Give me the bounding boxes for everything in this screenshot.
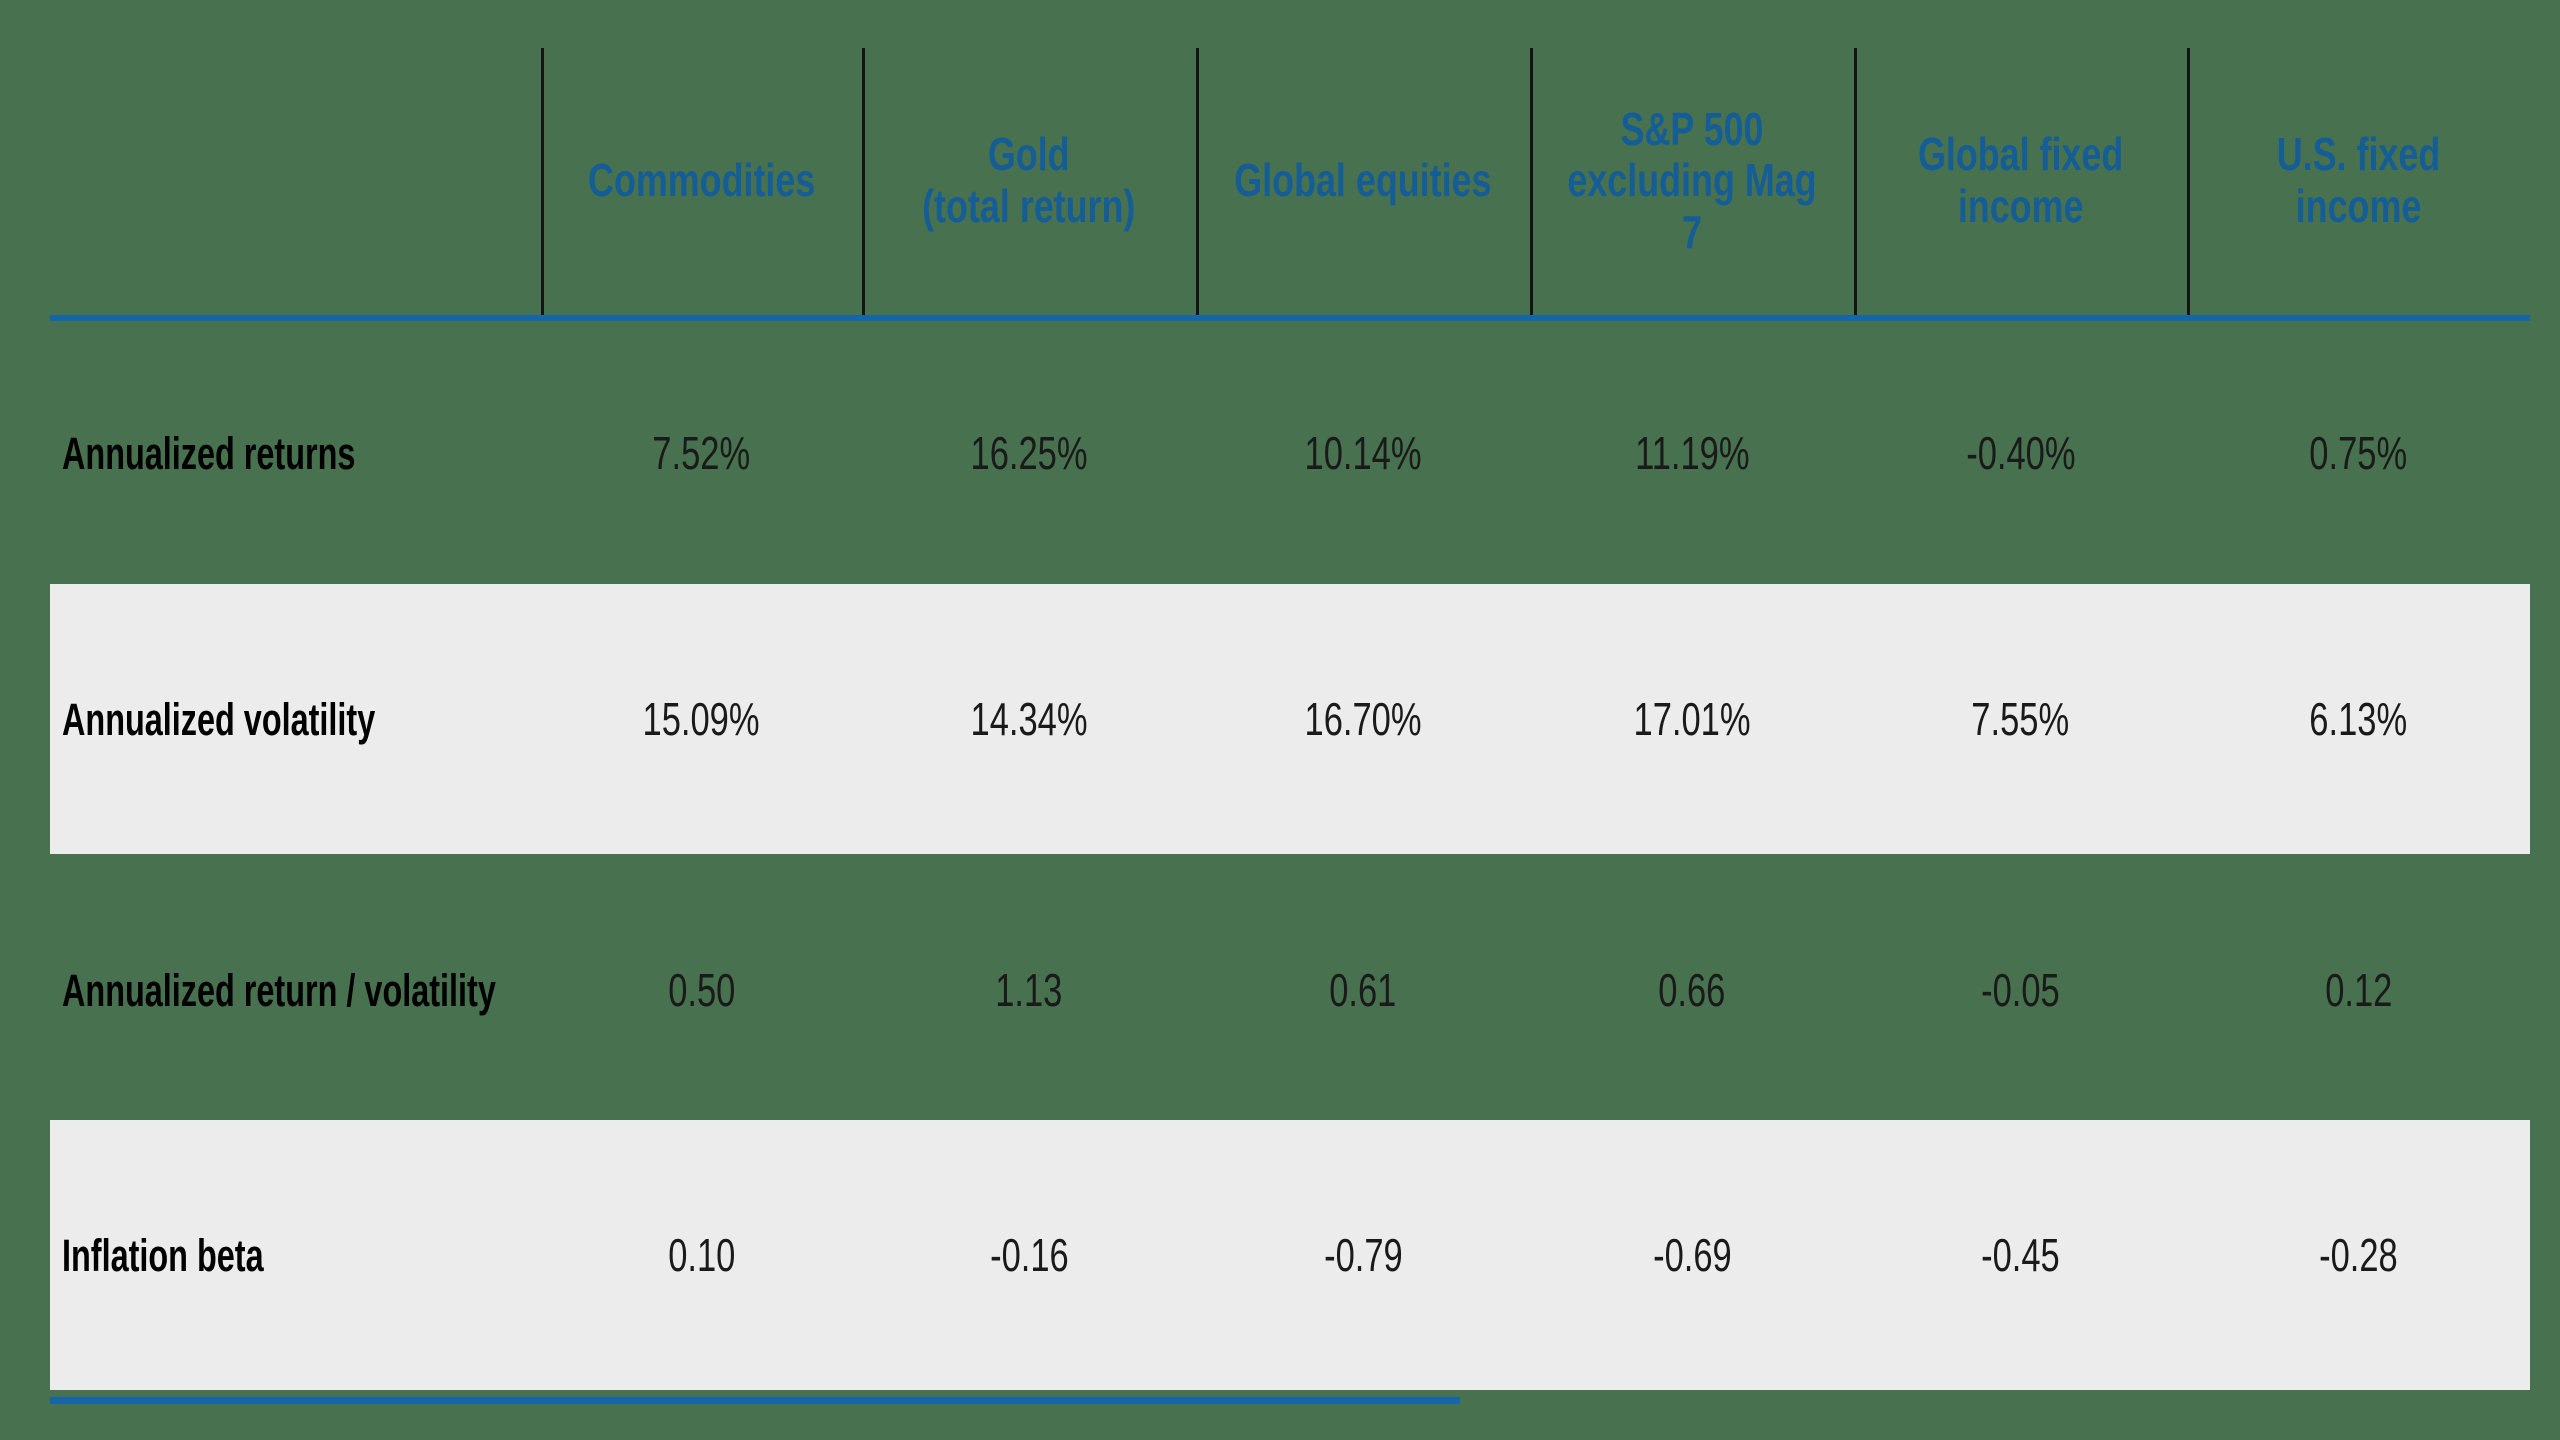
cell: 7.55% bbox=[1854, 584, 2187, 854]
table-row-inflation-beta: Inflation beta 0.10 -0.16 -0.79 -0.69 -0… bbox=[50, 1120, 2530, 1390]
cell: 0.12 bbox=[2187, 920, 2530, 1060]
header-spacer bbox=[50, 45, 541, 317]
column-divider-line bbox=[2187, 48, 2190, 315]
asset-statistics-table: Commodities Gold (total return) Global e… bbox=[50, 0, 2530, 1440]
row-label-cell: Annualized volatility bbox=[50, 584, 541, 854]
cell: 0.10 bbox=[541, 1120, 862, 1390]
column-header-label: Commodities bbox=[587, 154, 816, 207]
column-divider-line bbox=[1530, 48, 1533, 315]
column-header-label: Global equities bbox=[1234, 154, 1492, 207]
cell: -0.79 bbox=[1196, 1120, 1530, 1390]
cell: 17.01% bbox=[1530, 584, 1854, 854]
cell: 1.13 bbox=[862, 920, 1196, 1060]
cell-value: 7.52% bbox=[652, 427, 751, 479]
cell: 0.75% bbox=[2187, 383, 2530, 523]
column-header-commodities: Commodities bbox=[541, 45, 862, 317]
row-label: Annualized returns bbox=[62, 427, 356, 479]
cell-value: 15.09% bbox=[642, 693, 760, 745]
cell-value: 10.14% bbox=[1304, 427, 1422, 479]
cell-value: -0.16 bbox=[989, 1229, 1069, 1281]
column-header-global-fixed-income: Global fixed income bbox=[1854, 45, 2187, 317]
column-header-label: Gold (total return) bbox=[922, 128, 1136, 232]
cell-value: 16.70% bbox=[1304, 693, 1422, 745]
column-header-sp500-ex-mag7: S&P 500 excluding Mag 7 bbox=[1530, 45, 1854, 317]
cell: 0.50 bbox=[541, 920, 862, 1060]
cell: -0.28 bbox=[2187, 1120, 2530, 1390]
cell-value: -0.05 bbox=[1981, 964, 2060, 1016]
cell: 16.25% bbox=[862, 383, 1196, 523]
table-row-return-over-volatility: Annualized return / volatility 0.50 1.13… bbox=[50, 920, 2530, 1060]
column-header-label: U.S. fixed income bbox=[2276, 128, 2441, 232]
cell-value: 14.34% bbox=[970, 693, 1088, 745]
cell: -0.45 bbox=[1854, 1120, 2187, 1390]
cell: 14.34% bbox=[862, 584, 1196, 854]
row-label: Inflation beta bbox=[62, 1229, 264, 1281]
column-header-global-equities: Global equities bbox=[1196, 45, 1530, 317]
cell: 7.52% bbox=[541, 383, 862, 523]
cell: 0.66 bbox=[1530, 920, 1854, 1060]
cell-value: -0.79 bbox=[1323, 1229, 1403, 1281]
column-divider-line bbox=[862, 48, 865, 315]
cell-value: 0.61 bbox=[1329, 964, 1397, 1016]
cell-value: 11.19% bbox=[1634, 427, 1750, 479]
cell-value: 17.01% bbox=[1633, 693, 1751, 745]
cell-value: 0.75% bbox=[2309, 427, 2408, 479]
cell: 11.19% bbox=[1530, 383, 1854, 523]
row-label: Annualized volatility bbox=[62, 693, 376, 745]
header-row: Commodities Gold (total return) Global e… bbox=[50, 45, 2530, 317]
cell: 16.70% bbox=[1196, 584, 1530, 854]
cell-value: -0.69 bbox=[1652, 1229, 1732, 1281]
cell-value: 0.66 bbox=[1658, 964, 1726, 1016]
column-header-gold: Gold (total return) bbox=[862, 45, 1196, 317]
column-divider-line bbox=[1854, 48, 1857, 315]
cell: 15.09% bbox=[541, 584, 862, 854]
cell-value: 0.12 bbox=[2324, 964, 2393, 1016]
cell: 6.13% bbox=[2187, 584, 2530, 854]
cell-value: 6.13% bbox=[2309, 693, 2408, 745]
cell: -0.05 bbox=[1854, 920, 2187, 1060]
row-label-cell: Annualized return / volatility bbox=[50, 920, 541, 1060]
column-header-label: S&P 500 excluding Mag 7 bbox=[1567, 102, 1817, 258]
cell-value: -0.45 bbox=[1981, 1229, 2060, 1281]
cell: -0.16 bbox=[862, 1120, 1196, 1390]
cell: 10.14% bbox=[1196, 383, 1530, 523]
column-header-us-fixed-income: U.S. fixed income bbox=[2187, 45, 2530, 317]
cell: 0.61 bbox=[1196, 920, 1530, 1060]
row-label: Annualized return / volatility bbox=[62, 964, 496, 1016]
cell-value: 16.25% bbox=[970, 427, 1088, 479]
header-underline-rule bbox=[50, 315, 2530, 321]
column-header-label: Global fixed income bbox=[1917, 128, 2124, 232]
row-label-cell: Inflation beta bbox=[50, 1120, 541, 1390]
column-divider-line bbox=[1196, 48, 1199, 315]
row-label-cell: Annualized returns bbox=[50, 383, 541, 523]
cell-value: 1.13 bbox=[995, 964, 1063, 1016]
cell-value: -0.40% bbox=[1965, 427, 2076, 479]
table-bottom-rule bbox=[50, 1397, 1460, 1404]
column-divider-line bbox=[541, 48, 544, 315]
cell-value: 0.10 bbox=[667, 1229, 736, 1281]
table-row-annualized-volatility: Annualized volatility 15.09% 14.34% 16.7… bbox=[50, 584, 2530, 854]
cell-value: -0.28 bbox=[2319, 1229, 2398, 1281]
cell-value: 7.55% bbox=[1971, 693, 2070, 745]
cell: -0.40% bbox=[1854, 383, 2187, 523]
cell-value: 0.50 bbox=[667, 964, 736, 1016]
table-row-annualized-returns: Annualized returns 7.52% 16.25% 10.14% 1… bbox=[50, 383, 2530, 523]
cell: -0.69 bbox=[1530, 1120, 1854, 1390]
